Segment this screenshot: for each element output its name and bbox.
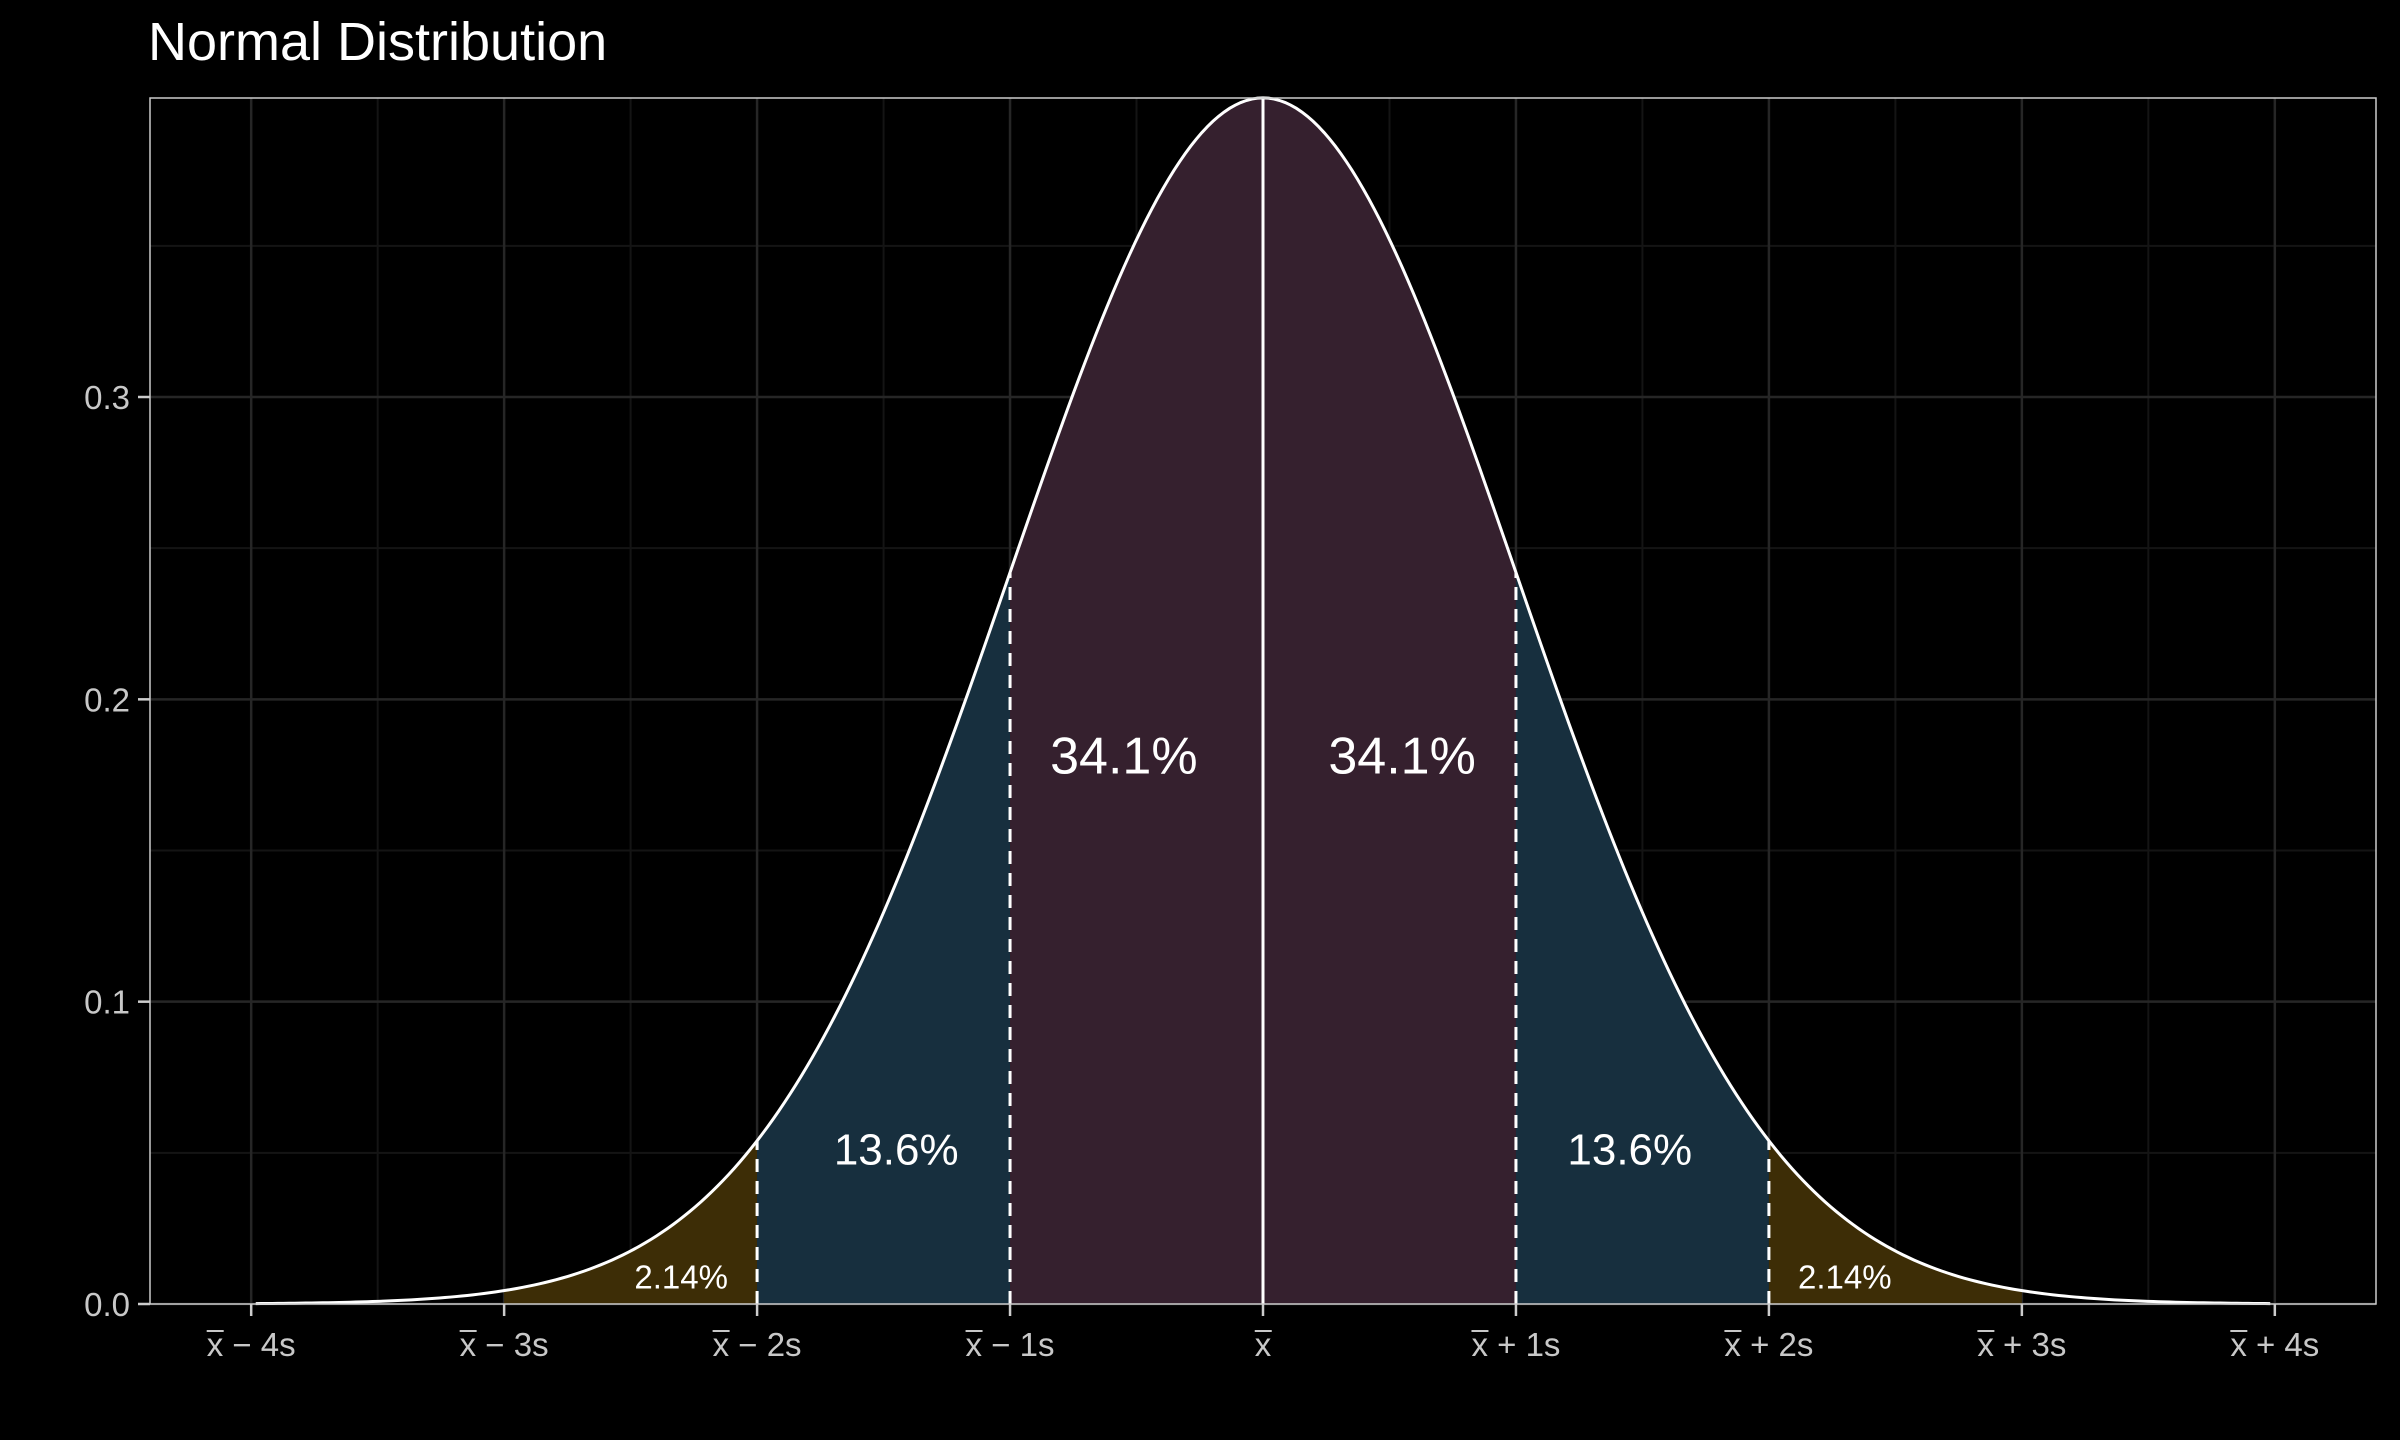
percent-annotation: 2.14% <box>634 1259 728 1296</box>
x-tick-label: x <box>1255 1326 1272 1363</box>
y-tick-label: 0.3 <box>84 379 130 416</box>
percent-annotation: 13.6% <box>834 1125 959 1174</box>
x-tick-label: x + 3s <box>1977 1326 2066 1363</box>
x-tick-label-group: x − 4s <box>206 1326 296 1363</box>
x-tick-label: x + 4s <box>2230 1326 2319 1363</box>
y-tick-label: 0.0 <box>84 1286 130 1323</box>
y-tick-label: 0.1 <box>84 984 130 1021</box>
x-tick-label-group: x + 3s <box>1977 1326 2066 1363</box>
x-tick-label: x − 1s <box>966 1326 1055 1363</box>
region-area <box>504 1140 758 1304</box>
percent-annotation: 13.6% <box>1567 1125 1692 1174</box>
region-area <box>1263 97 1516 1305</box>
y-tick-label: 0.2 <box>84 681 130 718</box>
x-tick-label-group: x + 2s <box>1724 1326 1813 1363</box>
x-tick-label-group: x − 3s <box>459 1326 549 1363</box>
x-tick-label: x − 4s <box>207 1326 296 1363</box>
x-tick-label-group: x <box>1254 1326 1272 1363</box>
x-tick-label-group: x − 1s <box>965 1326 1055 1363</box>
percent-annotation: 34.1% <box>1328 728 1475 786</box>
x-tick-label: x − 3s <box>460 1326 549 1363</box>
region-area <box>1010 97 1263 1305</box>
chart-title: Normal Distribution <box>148 12 607 72</box>
percent-annotation: 2.14% <box>1798 1259 1892 1296</box>
region-area <box>1768 1140 2022 1304</box>
sd-lines <box>755 97 1771 1304</box>
annotations: 34.1% 34.1% 13.6% 13.6% 2.14% 2.14% <box>634 728 1891 1296</box>
x-tick-label: x + 2s <box>1724 1326 1813 1363</box>
x-tick-label: x − 2s <box>713 1326 802 1363</box>
x-tick-label-group: x + 1s <box>1471 1326 1560 1363</box>
x-tick-label-group: x + 4s <box>2230 1326 2319 1363</box>
percent-annotation: 34.1% <box>1050 728 1197 786</box>
x-tick-label-group: x − 2s <box>712 1326 802 1363</box>
x-tick-label: x + 1s <box>1471 1326 1560 1363</box>
axes: x − 4s x − 3s x − 2s x − 1s x x + 1s x + 2s x +… <box>84 379 2319 1363</box>
